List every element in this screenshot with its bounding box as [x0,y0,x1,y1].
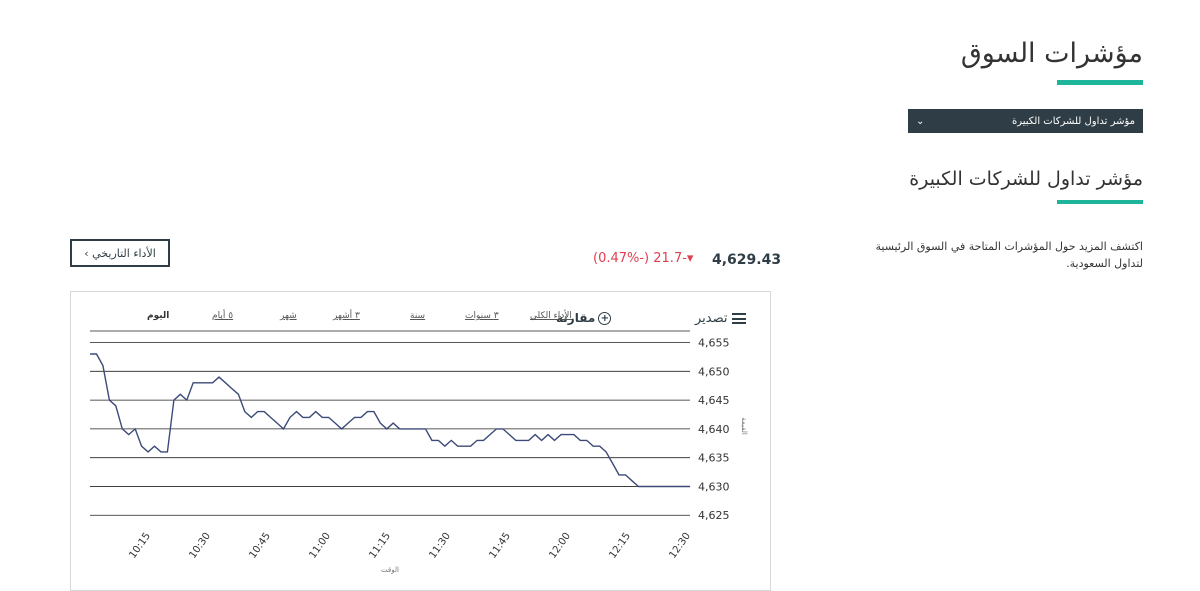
y-tick-label: 4,645 [698,394,730,407]
menu-icon [731,313,746,324]
compare-label: مقارنة [556,311,596,325]
index-value: 4,629.43 [712,252,782,268]
x-tick-label: 10:15 [127,531,153,561]
x-tick-label: 12:00 [547,531,573,561]
line-chart: 4,625 4,630 4,635 4,640 4,645 4,650 4,655 القيم… [90,330,748,574]
chart-container [70,291,771,591]
range-1y[interactable]: سنة [410,311,426,321]
export-label: تصدير [695,311,728,326]
plus-circle-icon: + [598,311,612,325]
x-tick-label: 11:15 [367,531,393,561]
page-title: مؤشرات السوق [960,38,1143,69]
section-title: مؤشر تداول للشركات الكبيرة [909,168,1143,190]
y-tick-label: 4,650 [698,365,730,378]
historical-performance-button[interactable]: الأداء التاريخي › [70,239,170,267]
y-tick-label: 4,625 [698,509,730,522]
x-tick-label: 11:00 [307,531,333,561]
range-today[interactable]: اليوم [147,311,170,321]
x-tick-label: 12:15 [607,531,633,561]
export-button[interactable]: تصدير [695,311,746,326]
dropdown-label: مؤشر تداول للشركات الكبيرة [1011,115,1135,127]
x-tick-label: 12:30 [667,531,693,561]
range-5d[interactable]: ٥ أيام [212,311,234,321]
y-axis-label: القيمة [740,417,748,435]
compare-button[interactable]: + مقارنة [556,311,612,325]
index-description: اكتشف المزيد حول المؤشرات المتاحة في الس… [875,240,1143,270]
chevron-down-icon: ⌄ [916,115,925,127]
x-tick-label: 11:30 [427,531,453,561]
range-3m[interactable]: ٣ أشهر [333,311,360,321]
series-line [90,353,690,488]
y-tick-label: 4,635 [698,452,730,465]
x-tick-label: 11:45 [487,531,513,561]
x-tick-label: 10:30 [187,531,213,561]
index-change: (0.47%-) 21.7-▾ [593,251,694,266]
y-tick-label: 4,640 [698,423,730,436]
y-tick-label: 4,655 [698,337,730,350]
section-underline [1057,200,1143,204]
range-1m[interactable]: شهر [280,311,297,321]
x-axis-label: الوقت [381,566,399,574]
title-underline [1057,80,1143,85]
index-dropdown[interactable]: مؤشر تداول للشركات الكبيرة ⌄ [908,109,1143,133]
y-tick-label: 4,630 [698,480,730,493]
range-all[interactable]: الأداء الكلي [530,311,572,321]
range-3y[interactable]: ٣ سنوات [465,311,499,321]
x-tick-label: 10:45 [247,531,273,561]
